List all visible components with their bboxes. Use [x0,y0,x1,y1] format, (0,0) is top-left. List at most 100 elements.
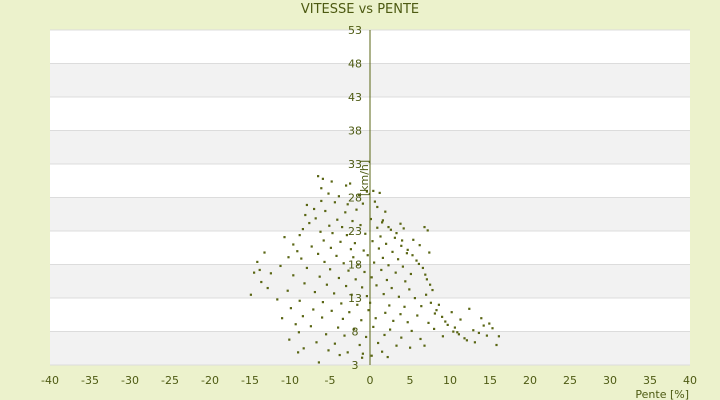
data-point [353,242,356,245]
data-point [360,319,363,322]
y-tick-label: 18 [348,259,362,272]
data-point [317,175,320,178]
data-point [333,201,336,204]
data-point [367,309,370,312]
data-point [399,222,402,225]
data-point [345,184,348,187]
data-point [337,326,340,329]
data-point [495,343,498,347]
x-tick-label: 20 [523,374,537,387]
y-tick-label: 43 [348,91,362,104]
data-point [377,341,380,345]
data-point [416,314,419,317]
data-point [309,325,312,328]
data-point [401,265,404,268]
data-point [387,264,390,267]
data-point [383,333,386,337]
data-point [450,311,453,314]
data-point [404,280,407,283]
data-point [355,208,358,211]
y-tick-label: 53 [348,24,362,37]
x-tick-label: -15 [241,374,259,387]
data-point [328,224,331,227]
data-point [325,283,328,286]
data-point [480,317,483,320]
data-point [324,209,327,213]
data-point [405,252,408,255]
data-point [453,326,456,329]
data-point [399,313,402,316]
data-point [266,286,269,290]
data-point [353,327,356,331]
data-point [452,330,455,333]
data-point [365,335,368,339]
data-point [260,280,263,284]
data-point [402,227,405,230]
data-point [283,236,286,239]
data-point [340,302,343,305]
data-point [279,264,282,268]
x-axis-label: Pente [%] [635,388,689,400]
data-point [300,257,303,260]
data-point [418,244,421,247]
data-point [413,297,416,300]
data-point [297,331,300,334]
data-point [380,268,383,272]
data-point [403,305,406,308]
data-point [349,182,352,185]
x-tick-label: 15 [483,374,497,387]
data-point [400,244,403,247]
data-point [385,278,388,282]
data-point [431,288,434,292]
data-point [463,337,466,340]
data-point [281,317,284,320]
x-tick-labels: -40 -35 -30 -25 -20 -15 -10 -5 0 5 10 15 20 25 30 35 40 [41,374,697,387]
x-tick-label: -25 [161,374,179,387]
data-point [390,286,393,290]
data-point [304,213,307,217]
data-point [330,180,333,183]
data-point [341,225,344,229]
data-point [406,248,409,251]
data-point [350,293,353,296]
data-point [312,308,315,311]
data-point [357,263,360,266]
data-point [305,203,308,207]
chart-title: VITESSE vs PENTE [300,2,420,17]
x-tick-label: -30 [121,374,139,387]
data-point [339,240,342,243]
data-point [472,329,475,332]
data-point [289,307,292,310]
data-point [320,199,323,203]
data-point [325,333,328,336]
data-point [373,261,376,264]
data-point [323,260,326,264]
data-point [371,240,374,243]
data-point [393,236,396,239]
data-point [389,328,392,331]
data-point [352,256,355,259]
data-point [363,270,366,274]
data-point [357,193,360,197]
data-point [294,323,297,326]
data-point [401,239,404,242]
data-point [345,284,348,288]
data-point [388,304,391,307]
data-point [348,311,351,314]
data-point [465,339,468,342]
data-point [386,355,389,359]
data-point [249,293,252,296]
x-tick-label: 30 [603,374,617,387]
y-tick-label: 28 [348,192,362,205]
y-tick-label: 48 [348,58,362,71]
data-point [356,303,359,306]
data-point [330,309,333,312]
data-point [344,211,347,214]
data-point [457,333,460,336]
data-point [384,210,387,213]
data-point [320,187,323,190]
data-point [397,295,400,298]
data-point [381,350,384,353]
data-point [349,248,352,251]
data-point [395,344,398,347]
